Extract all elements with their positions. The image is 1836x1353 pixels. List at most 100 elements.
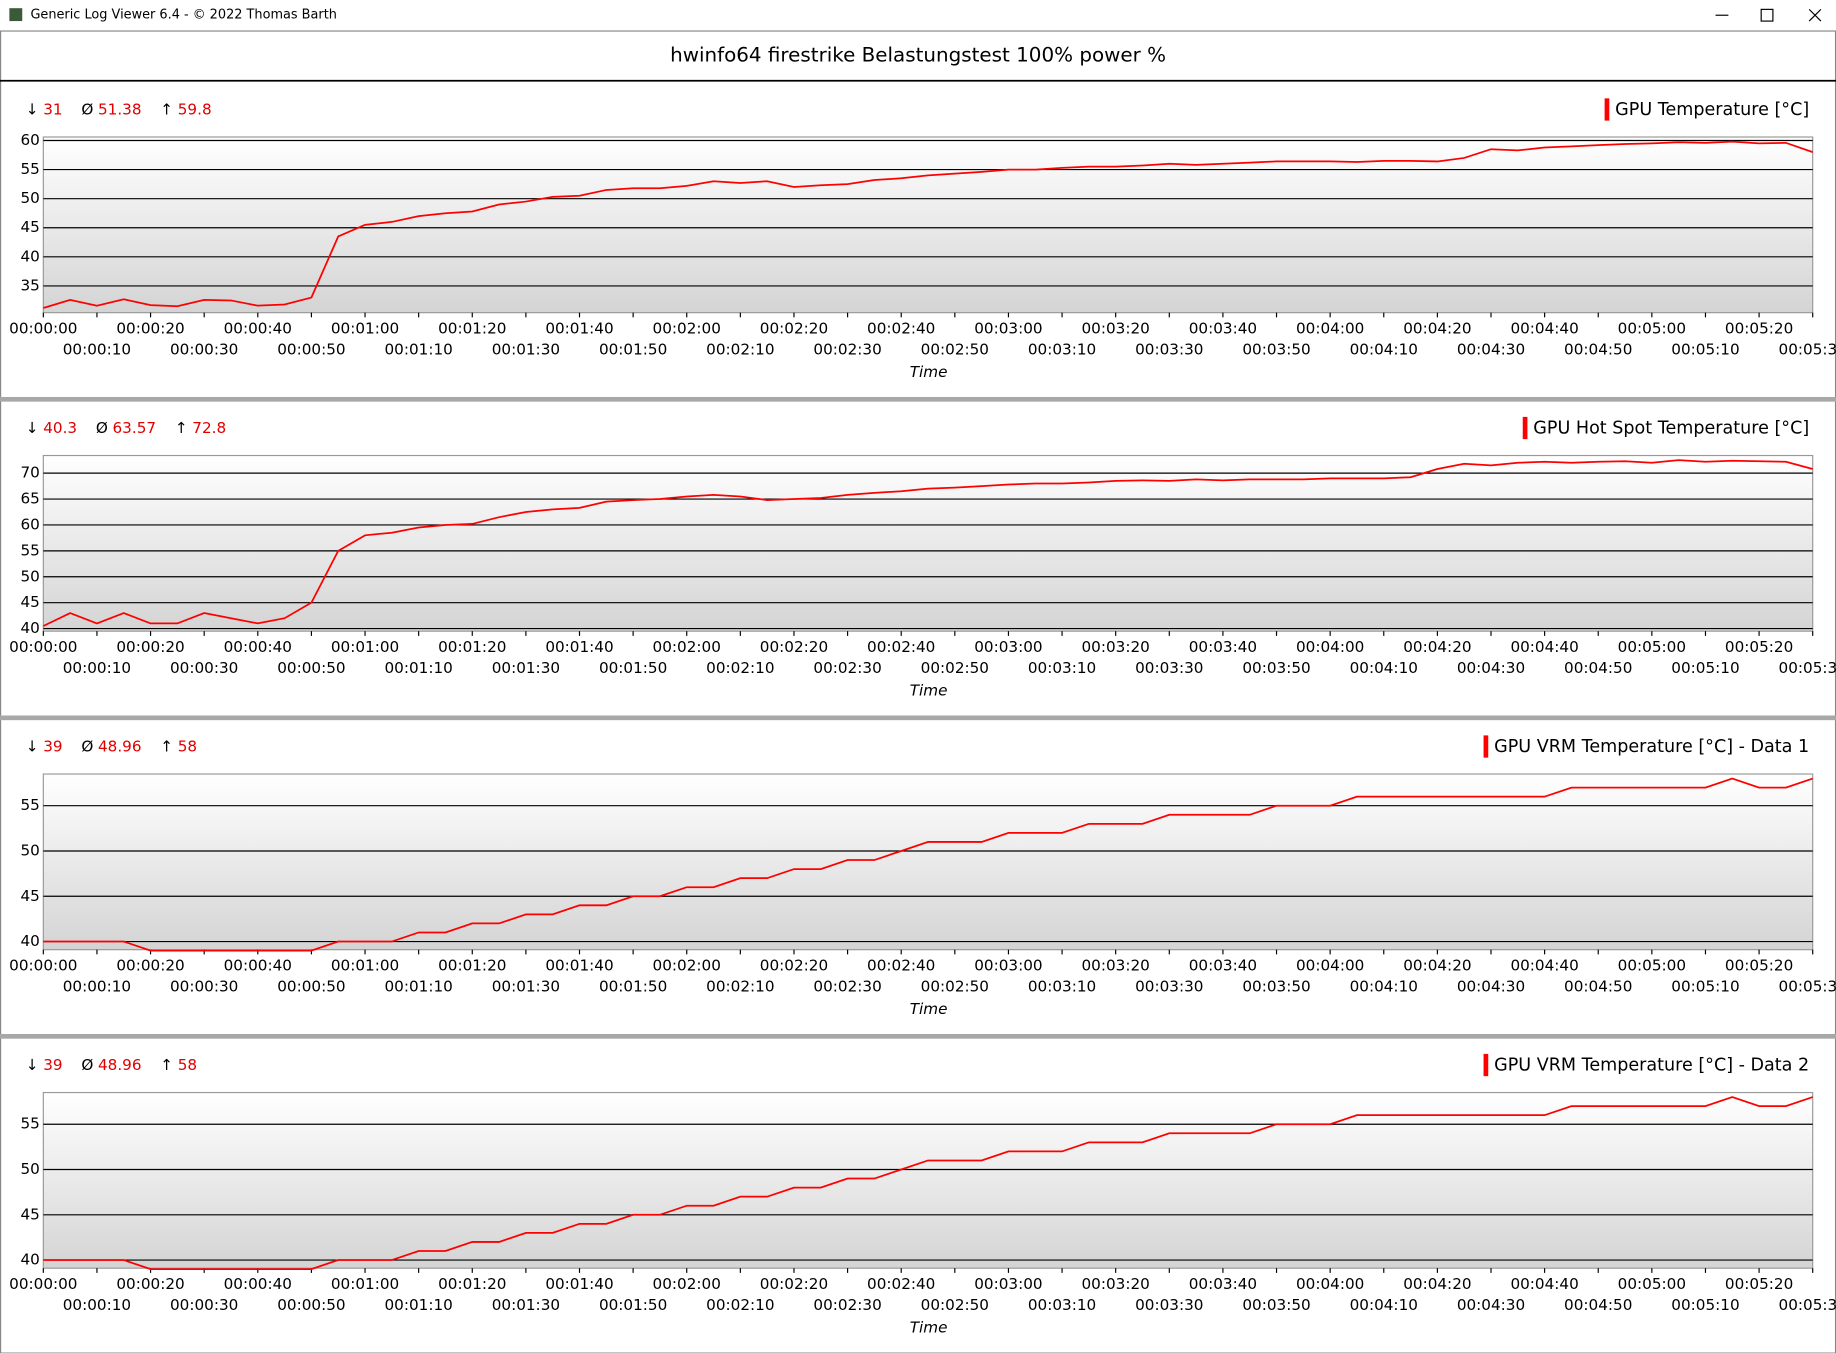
x-tick-label: 00:03:40 <box>1189 1275 1257 1293</box>
x-tick-label: 00:04:30 <box>1457 659 1525 677</box>
stat-symbol: ↓ <box>26 419 39 437</box>
y-tick-label: 40 <box>20 932 39 950</box>
x-tick-label: 00:01:30 <box>492 659 560 677</box>
x-tick-label: 00:00:40 <box>224 320 292 338</box>
app-icon <box>9 8 23 22</box>
y-tick-label: 50 <box>20 1160 39 1178</box>
stat-symbol: ↑ <box>160 738 173 756</box>
x-axis-label: Time <box>910 1000 948 1018</box>
x-tick-label: 00:03:10 <box>1028 978 1096 996</box>
x-tick-label: 00:02:40 <box>867 1275 935 1293</box>
x-tick-label: 00:03:00 <box>974 638 1042 656</box>
close-button[interactable] <box>1808 8 1822 22</box>
panel-divider <box>0 715 1836 721</box>
x-tick-label: 00:03:00 <box>974 320 1042 338</box>
x-tick-label: 00:01:30 <box>492 1296 560 1314</box>
title-bar <box>0 0 1836 31</box>
y-tick-label: 45 <box>20 218 39 236</box>
x-tick-label: 00:02:20 <box>760 638 828 656</box>
x-tick-label: 00:04:00 <box>1296 957 1364 975</box>
legend-label: GPU Temperature [°C] <box>1615 100 1809 120</box>
x-tick-label: 00:04:40 <box>1510 957 1578 975</box>
x-tick-label: 00:02:50 <box>921 659 989 677</box>
x-tick-label: 00:02:20 <box>760 1275 828 1293</box>
x-tick-label: 00:00:20 <box>116 638 184 656</box>
x-tick-label: 00:05:30 <box>1779 341 1836 359</box>
plot-area <box>42 136 1814 314</box>
x-tick-label: 00:01:40 <box>545 320 613 338</box>
x-tick-label: 00:03:20 <box>1081 638 1149 656</box>
maximize-button[interactable] <box>1760 8 1774 22</box>
x-tick-label: 00:02:30 <box>813 1296 881 1314</box>
x-tick-label: 00:01:20 <box>438 957 506 975</box>
y-tick-label: 60 <box>20 131 39 149</box>
x-tick-label: 00:04:40 <box>1510 1275 1578 1293</box>
stat-symbol: Ø <box>96 419 108 437</box>
x-tick-label: 00:04:20 <box>1403 1275 1471 1293</box>
x-tick-label: 00:03:10 <box>1028 1296 1096 1314</box>
x-tick-label: 00:05:10 <box>1671 341 1739 359</box>
stat-value: 63.57 <box>113 419 157 437</box>
x-tick-label: 00:05:20 <box>1725 1275 1793 1293</box>
x-tick-label: 00:02:50 <box>921 978 989 996</box>
stat-symbol: ↑ <box>160 1056 173 1074</box>
x-tick-label: 00:01:30 <box>492 341 560 359</box>
x-tick-label: 00:03:50 <box>1242 341 1310 359</box>
x-tick-label: 00:01:20 <box>438 638 506 656</box>
stat-symbol: ↓ <box>26 738 39 756</box>
y-tick-label: 35 <box>20 276 39 294</box>
x-tick-label: 00:00:40 <box>224 1275 292 1293</box>
x-tick-label: 00:04:10 <box>1350 659 1418 677</box>
x-tick-label: 00:00:20 <box>116 320 184 338</box>
y-tick-label: 40 <box>20 247 39 265</box>
x-tick-label: 00:04:30 <box>1457 978 1525 996</box>
stat-symbol: Ø <box>81 1056 93 1074</box>
y-tick-label: 65 <box>20 490 39 508</box>
x-tick-label: 00:05:10 <box>1671 978 1739 996</box>
x-tick-label: 00:00:10 <box>63 978 131 996</box>
x-tick-label: 00:00:10 <box>63 341 131 359</box>
stat-value: 39 <box>43 738 62 756</box>
x-tick-label: 00:02:40 <box>867 638 935 656</box>
x-tick-label: 00:03:20 <box>1081 1275 1149 1293</box>
x-tick-label: 00:00:00 <box>9 320 77 338</box>
x-axis-label: Time <box>910 1318 948 1336</box>
data-line <box>42 459 1813 627</box>
x-tick-label: 00:04:20 <box>1403 320 1471 338</box>
x-tick-label: 00:03:10 <box>1028 659 1096 677</box>
y-tick-label: 50 <box>20 841 39 859</box>
x-tick-label: 00:01:30 <box>492 978 560 996</box>
x-tick-label: 00:02:30 <box>813 341 881 359</box>
x-tick-label: 00:03:10 <box>1028 341 1096 359</box>
x-tick-label: 00:03:30 <box>1135 341 1203 359</box>
legend-label: GPU Hot Spot Temperature [°C] <box>1533 419 1809 439</box>
x-tick-label: 00:00:30 <box>170 1296 238 1314</box>
plot-area <box>42 1091 1814 1269</box>
x-tick-label: 00:04:50 <box>1564 659 1632 677</box>
stat-value: 58 <box>178 738 197 756</box>
x-tick-label: 00:05:20 <box>1725 957 1793 975</box>
x-tick-label: 00:02:00 <box>653 1275 721 1293</box>
y-tick-label: 70 <box>20 464 39 482</box>
x-tick-label: 00:04:10 <box>1350 341 1418 359</box>
x-tick-label: 00:00:10 <box>63 659 131 677</box>
x-tick-label: 00:03:00 <box>974 957 1042 975</box>
x-tick-label: 00:01:50 <box>599 659 667 677</box>
x-tick-label: 00:01:20 <box>438 320 506 338</box>
x-tick-label: 00:05:30 <box>1779 1296 1836 1314</box>
x-tick-label: 00:04:10 <box>1350 1296 1418 1314</box>
panel-divider <box>0 396 1836 402</box>
x-tick-label: 00:01:10 <box>384 1296 452 1314</box>
y-tick-label: 50 <box>20 189 39 207</box>
x-tick-label: 00:02:10 <box>706 659 774 677</box>
x-tick-label: 00:01:00 <box>331 1275 399 1293</box>
x-tick-label: 00:00:40 <box>224 957 292 975</box>
x-tick-label: 00:04:40 <box>1510 320 1578 338</box>
x-tick-label: 00:05:00 <box>1618 957 1686 975</box>
x-tick-label: 00:00:40 <box>224 638 292 656</box>
legend-swatch <box>1483 735 1489 758</box>
x-tick-label: 00:02:10 <box>706 1296 774 1314</box>
x-tick-label: 00:02:40 <box>867 957 935 975</box>
y-tick-label: 40 <box>20 1251 39 1269</box>
